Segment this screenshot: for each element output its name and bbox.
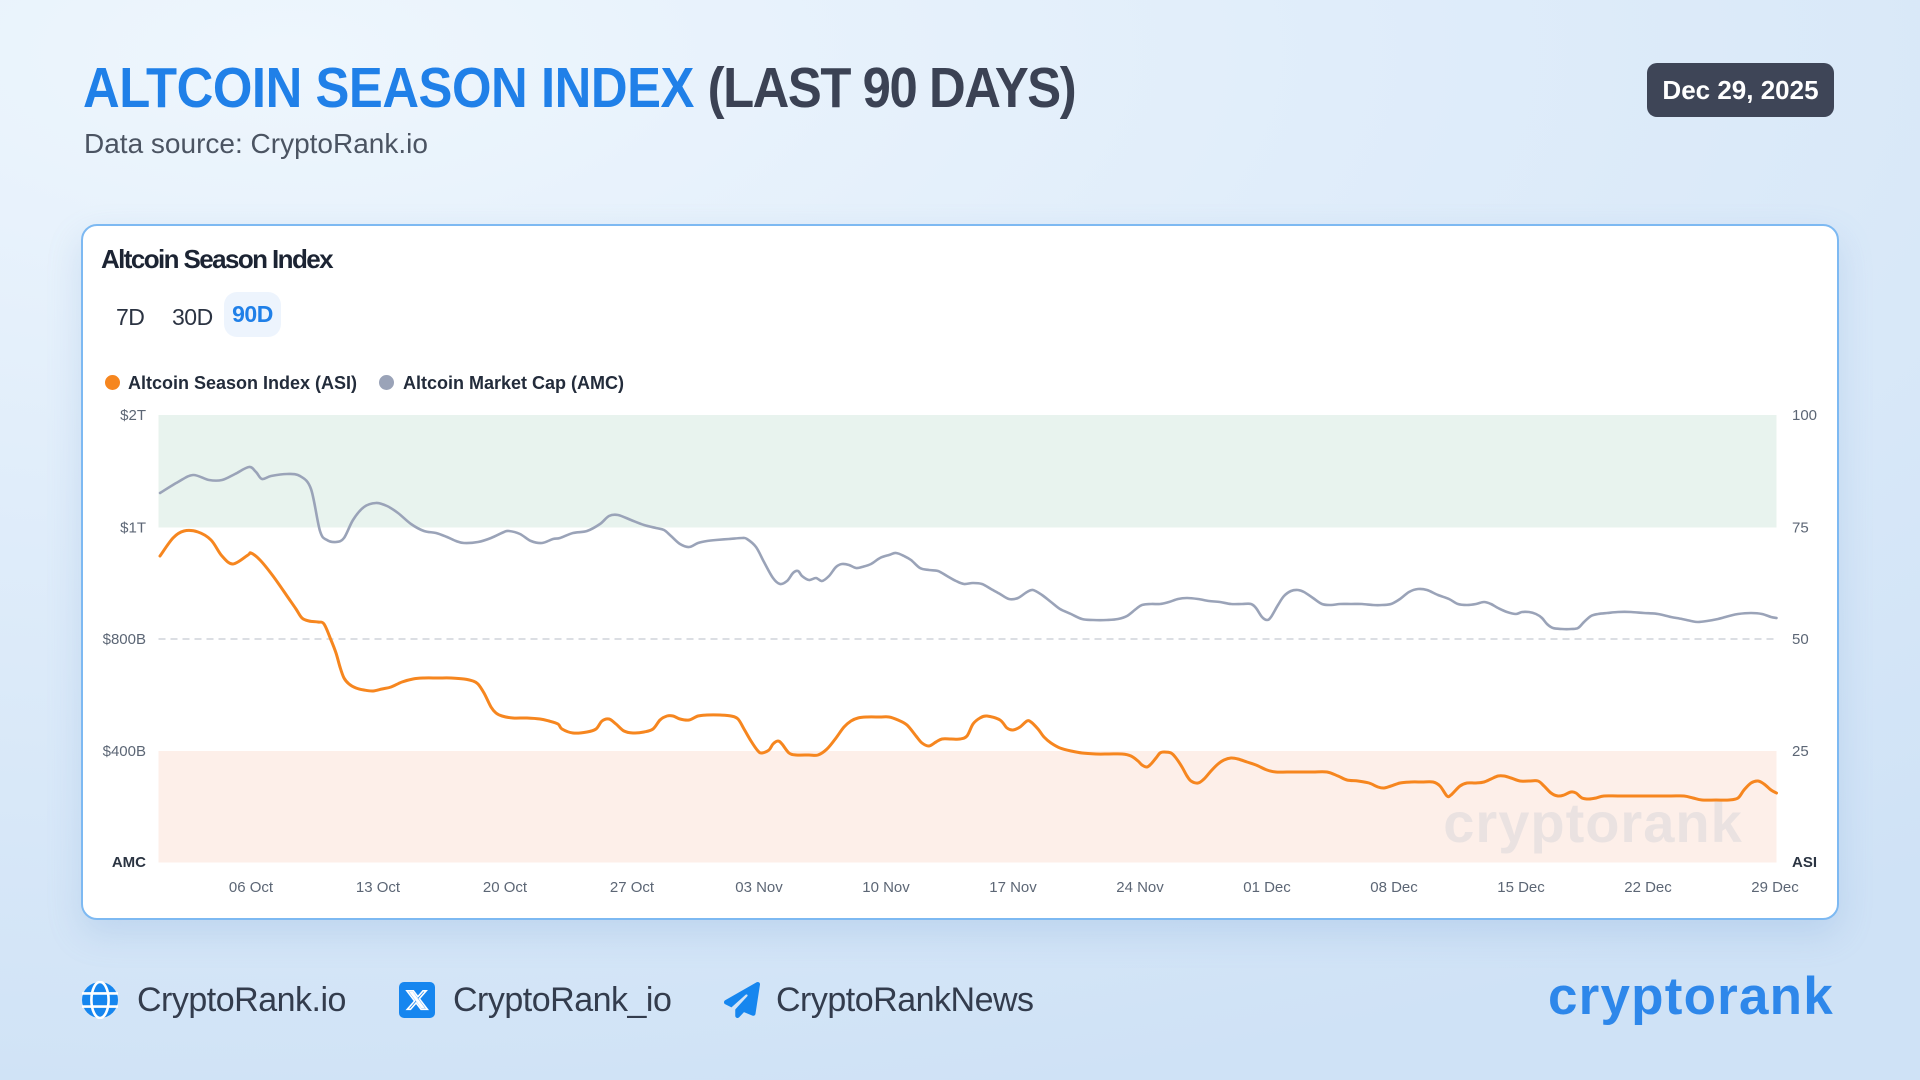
svg-text:50: 50 <box>1792 631 1809 648</box>
svg-text:$400B: $400B <box>103 743 146 760</box>
svg-text:cryptorank: cryptorank <box>1443 791 1742 854</box>
svg-text:$1T: $1T <box>120 520 146 537</box>
svg-text:03 Nov: 03 Nov <box>735 879 783 896</box>
svg-text:AMC: AMC <box>112 854 146 871</box>
svg-text:$2T: $2T <box>120 407 146 424</box>
svg-text:100: 100 <box>1792 407 1817 424</box>
svg-text:15 Dec: 15 Dec <box>1497 879 1545 896</box>
svg-text:01 Dec: 01 Dec <box>1243 879 1291 896</box>
svg-text:29 Dec: 29 Dec <box>1751 879 1799 896</box>
svg-text:75: 75 <box>1792 520 1809 537</box>
svg-text:22 Dec: 22 Dec <box>1624 879 1672 896</box>
svg-text:$800B: $800B <box>103 631 146 648</box>
svg-text:13 Oct: 13 Oct <box>356 879 401 896</box>
svg-text:20 Oct: 20 Oct <box>483 879 528 896</box>
svg-text:17 Nov: 17 Nov <box>989 879 1037 896</box>
svg-text:cryptorank: cryptorank <box>1548 967 1834 1026</box>
svg-text:08 Dec: 08 Dec <box>1370 879 1418 896</box>
svg-text:10 Nov: 10 Nov <box>862 879 910 896</box>
svg-text:ASI: ASI <box>1792 854 1817 871</box>
svg-text:24 Nov: 24 Nov <box>1116 879 1164 896</box>
svg-text:25: 25 <box>1792 743 1809 760</box>
svg-text:06 Oct: 06 Oct <box>229 879 274 896</box>
svg-text:27 Oct: 27 Oct <box>610 879 655 896</box>
